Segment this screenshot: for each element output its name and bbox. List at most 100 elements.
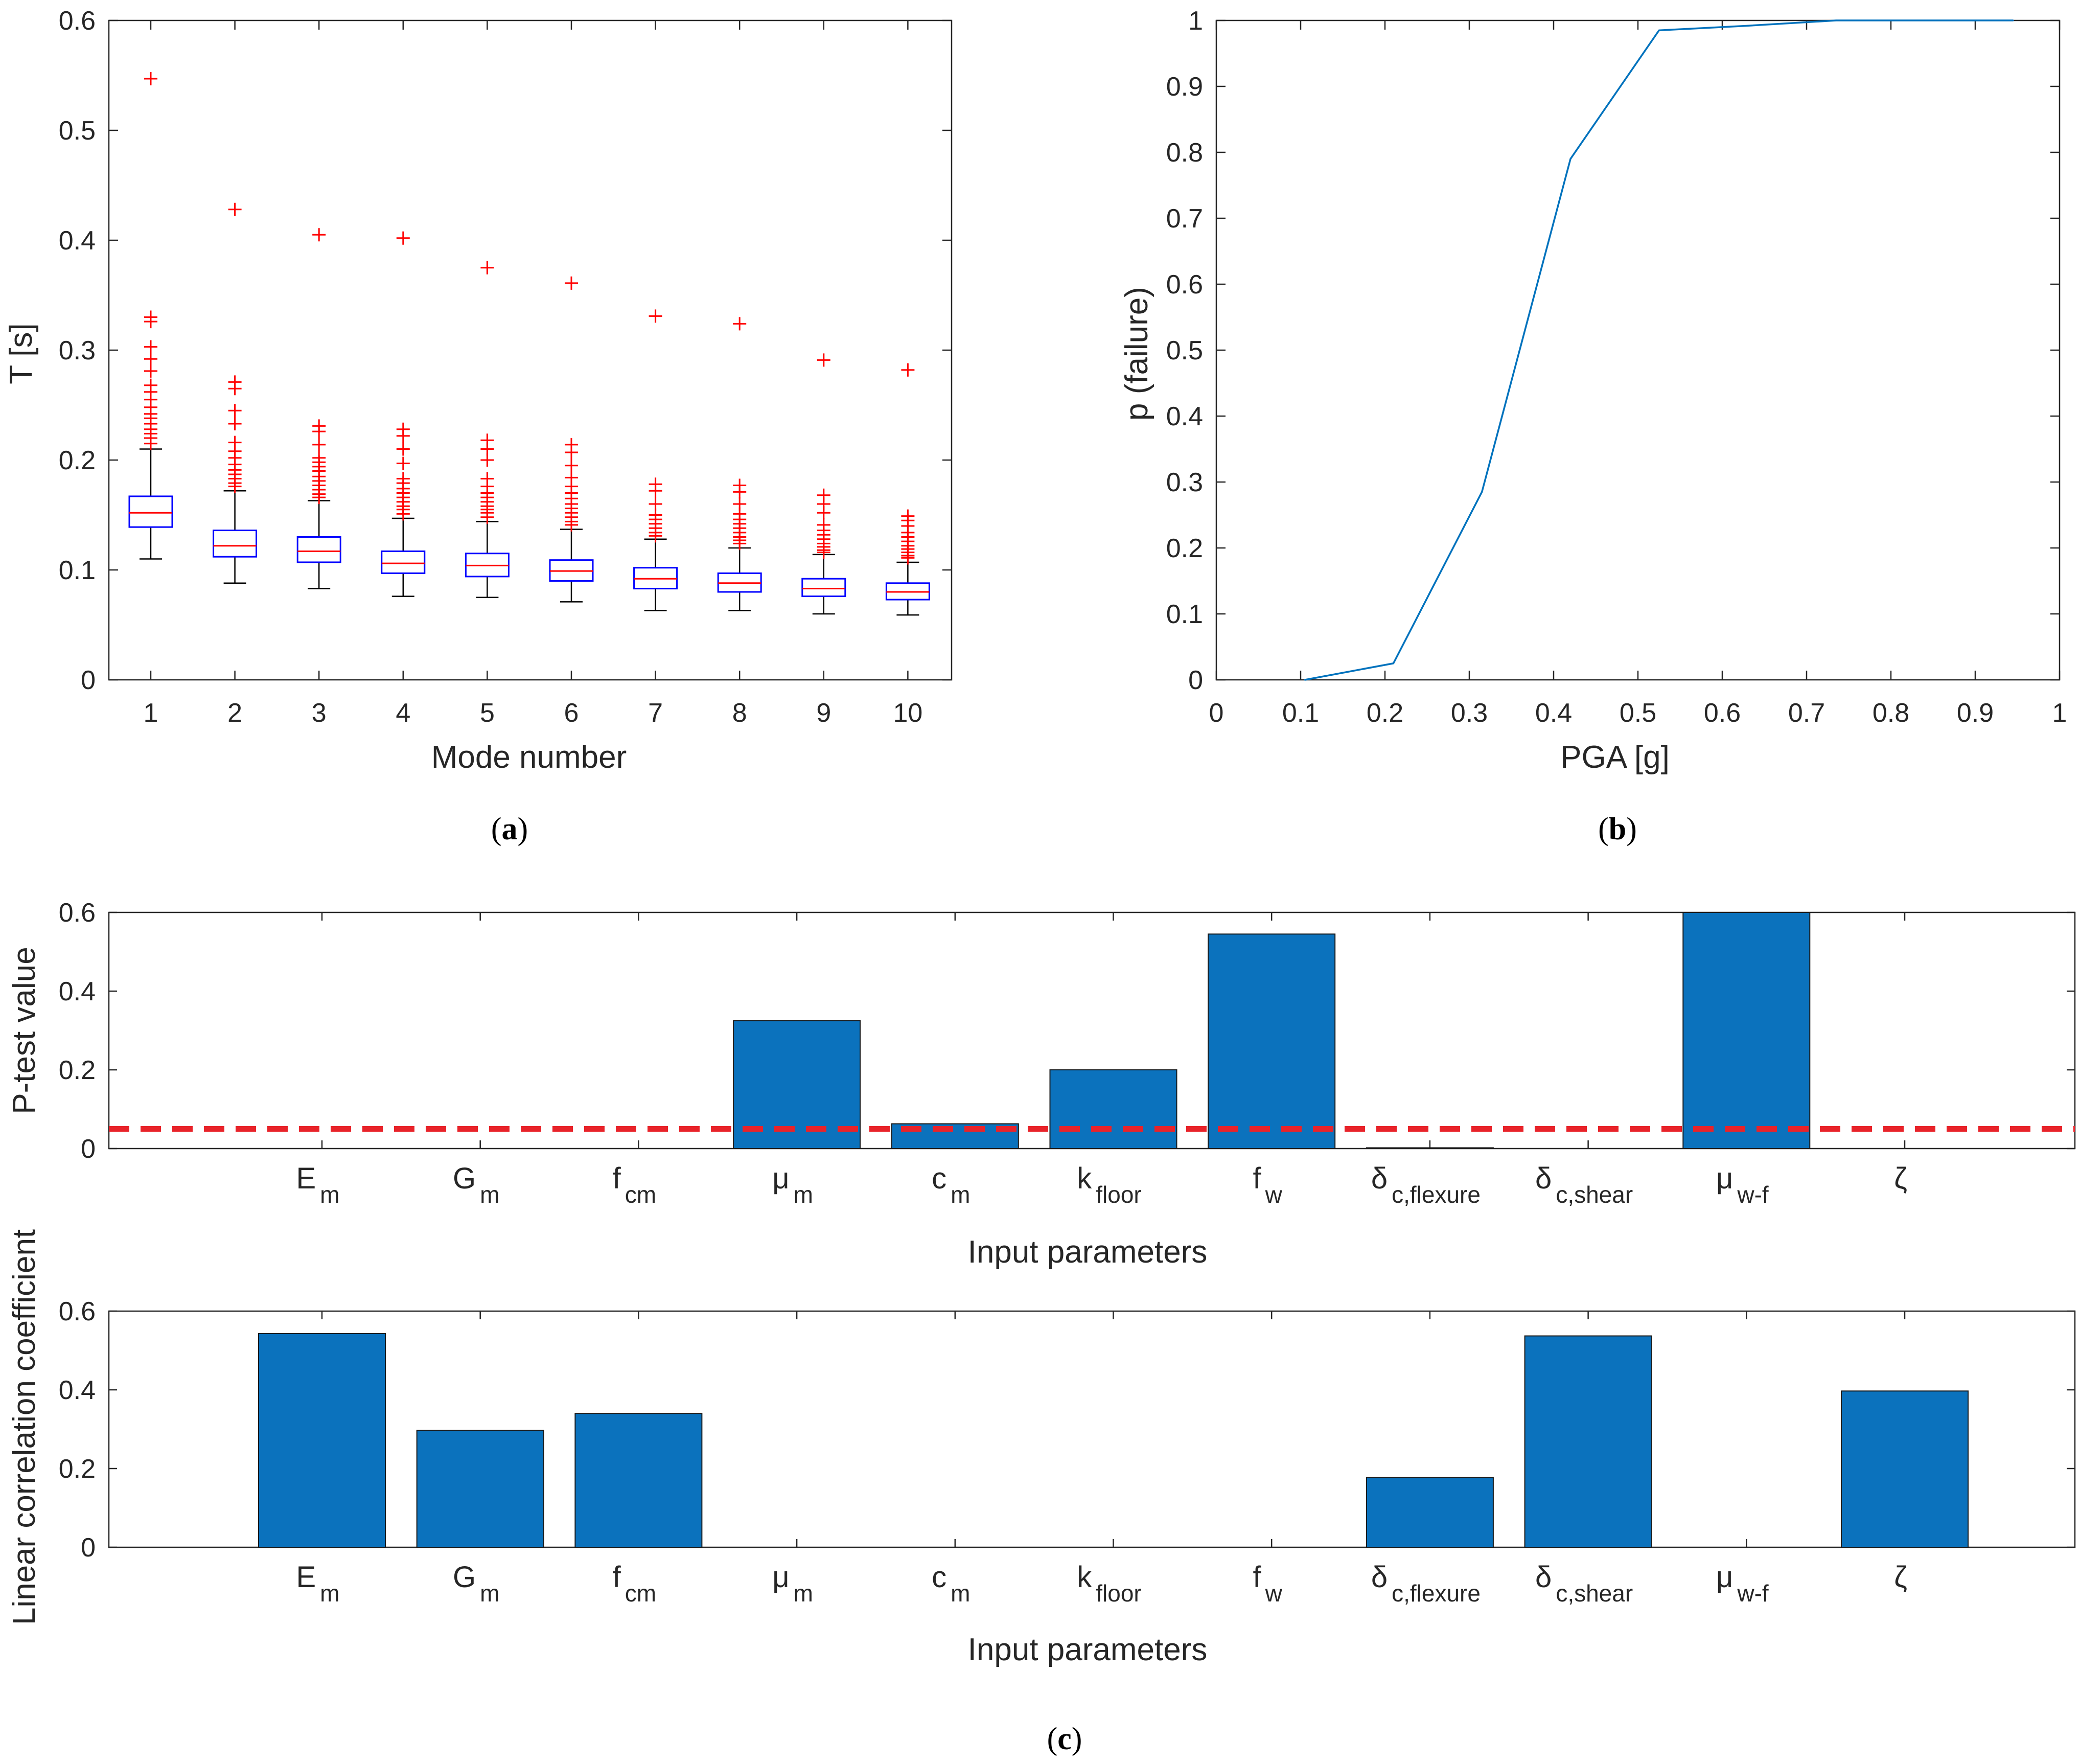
panel-c-correlation-bar (574, 1413, 703, 1548)
panel-c-correlation-ylabel: Linear correlation coefficient (7, 1229, 42, 1625)
outlier-marker (565, 445, 578, 459)
outlier-marker (312, 425, 326, 439)
outlier-marker (144, 437, 157, 450)
panel-a-xtick-label: 10 (893, 698, 922, 728)
panel-b-ytick-label: 1 (1188, 6, 1203, 36)
panel-b-ytick-label: 0.6 (1166, 270, 1203, 300)
panel-a-ytick-label: 0.5 (59, 116, 96, 146)
box-mode-4 (381, 231, 426, 597)
panel-a-boxplot: 0 0.1 0.2 0.3 0.4 0.5 0.6 1 2 3 4 5 6 7 8 9 10 Mode numb… (4, 6, 953, 846)
panel-b-xtick-label: 0.1 (1282, 698, 1319, 728)
panel-b-xtick-label: 0.5 (1620, 698, 1656, 728)
box-mode-5 (465, 261, 510, 598)
panel-c-correlation-category-label: μ w-f (1716, 1561, 1769, 1607)
outlier-marker (901, 363, 915, 377)
outlier-marker (228, 202, 242, 216)
panel-c-correlation-axes-box (108, 1310, 2076, 1548)
panel-a-xtick-label: 4 (396, 698, 410, 728)
outlier-marker (396, 442, 410, 456)
panel-c-ptest-bar (1049, 1069, 1177, 1149)
panel-c-ptest-ytick-label: 0 (81, 1134, 96, 1164)
panel-c-correlation-category-label: δ c,shear (1535, 1561, 1633, 1607)
panel-c-correlation-bar (416, 1430, 544, 1548)
panel-c-ptest-bar (1208, 933, 1336, 1149)
panel-b-xtick-label: 0.6 (1704, 698, 1741, 728)
panel-b-xtick-label: 0.3 (1451, 698, 1488, 728)
outlier-marker (396, 429, 410, 443)
outlier-marker (228, 479, 242, 493)
panel-a-xtick-label: 9 (816, 698, 831, 728)
panel-b-xtick-label: 0.8 (1873, 698, 1909, 728)
panel-a-ytick-label: 0.4 (59, 226, 96, 256)
fragility-curve-point (1658, 29, 1660, 31)
outlier-marker (733, 485, 747, 499)
panel-a-xtick-label: 5 (480, 698, 495, 728)
box-mode-3 (296, 228, 341, 589)
outlier-marker (228, 382, 242, 396)
panel-b-ytick-label: 0.1 (1166, 600, 1203, 629)
fragility-curve-point (2012, 19, 2014, 21)
panel-b-ytick-label: 0.8 (1166, 138, 1203, 168)
panel-c-correlation-category-label: f cm (613, 1561, 656, 1607)
outlier-marker (228, 404, 242, 418)
panel-b-xtick-label: 0 (1209, 698, 1224, 728)
outlier-marker (228, 417, 242, 431)
outlier-marker (565, 459, 578, 472)
outlier-marker (480, 453, 494, 467)
outlier-marker (733, 537, 747, 551)
panel-b-xtick-label: 0.2 (1367, 698, 1403, 728)
panel-c-correlation-category-label: ζ (1894, 1561, 1907, 1594)
outlier-marker (312, 228, 326, 242)
panel-a-ytick-label: 0 (81, 666, 96, 695)
panel-a-ytick-label: 0.6 (59, 6, 96, 36)
panel-c-correlation-category-label: k floor (1077, 1561, 1141, 1607)
outlier-marker (312, 491, 326, 505)
outlier-marker (901, 551, 915, 565)
panel-b-ytick-label: 0.7 (1166, 204, 1203, 234)
panel-label-a: (a) (491, 812, 528, 846)
panel-b-ytick-label: 0.3 (1166, 468, 1203, 497)
panel-a-ylabel: T [s] (4, 323, 39, 384)
fragility-curve-point (1747, 25, 1748, 27)
panel-a-ytick-label: 0.1 (59, 556, 96, 585)
panel-c-correlation-bar (1841, 1390, 1969, 1548)
panel-c-ptest-category-label: ζ (1894, 1162, 1907, 1195)
panel-c-correlation-xlabel: Input parameters (968, 1632, 1208, 1667)
panel-c-correlation-ytick-label: 0.2 (59, 1454, 96, 1484)
panel-b-ytick-label: 0.9 (1166, 72, 1203, 102)
outlier-marker (649, 484, 662, 498)
panel-c-correlation-ytick-label: 0 (81, 1533, 96, 1563)
panel-c-ptest-ylabel: P-test value (7, 947, 42, 1114)
panel-c-correlation-bar (258, 1333, 386, 1548)
panel-b-ytick-label: 0.2 (1166, 534, 1203, 563)
panel-b-xtick-label: 0.4 (1535, 698, 1572, 728)
panel-c-ptest-category-label: δ c,flexure (1371, 1162, 1481, 1208)
outlier-marker (733, 317, 747, 331)
outlier-marker (817, 353, 830, 367)
box-mode-10 (885, 363, 930, 616)
outlier-marker (312, 438, 326, 451)
panel-a-xtick-label: 8 (732, 698, 747, 728)
panel-a-ytick-label: 0.3 (59, 336, 96, 365)
panel-a-xtick-label: 7 (648, 698, 663, 728)
box-iqr (213, 530, 258, 558)
outlier-marker (565, 276, 578, 290)
box-iqr (381, 550, 426, 574)
outlier-marker (144, 352, 157, 366)
panel-c-ptest-ytick-label: 0.4 (59, 977, 96, 1006)
panel-c-ptest-bar (1366, 1147, 1494, 1149)
box-mode-9 (801, 353, 846, 615)
panel-c-ptest-bar (1682, 912, 1811, 1149)
panel-c-correlation-bar (1366, 1477, 1494, 1548)
panel-b-ytick-label: 0.4 (1166, 402, 1203, 431)
panel-a-plot-area: 0 0.1 0.2 0.3 0.4 0.5 0.6 1 2 3 4 5 6 7 8 9 10 (59, 6, 953, 728)
panel-a-xlabel: Mode number (431, 740, 627, 775)
